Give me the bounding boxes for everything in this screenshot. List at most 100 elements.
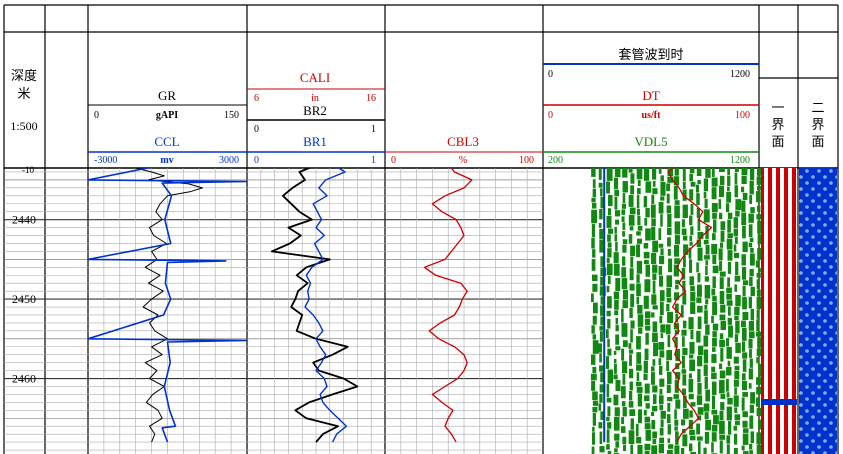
vdl-band: [636, 208, 640, 216]
vdl-band: [653, 342, 659, 357]
vdl-band: [658, 168, 662, 174]
vdl-band: [666, 414, 671, 424]
vdl5-scale-max: 1200: [730, 155, 750, 166]
vdl-band: [688, 317, 694, 330]
vdl-band: [615, 441, 620, 448]
vdl-band: [696, 284, 702, 297]
vdl-band: [607, 406, 611, 417]
vdl-band: [711, 432, 717, 442]
vdl-band: [733, 395, 739, 407]
vdl-band: [727, 397, 733, 405]
vdl-band: [659, 427, 664, 436]
vdl-band: [666, 193, 670, 204]
vdl-band: [682, 189, 687, 201]
vdl-band: [675, 303, 679, 314]
vdl-band: [652, 280, 656, 294]
depth-scale: 1:500: [10, 119, 37, 133]
vdl-band: [727, 212, 733, 219]
vdl-band: [756, 296, 763, 309]
vdl-band: [658, 341, 665, 350]
vdl-band: [688, 378, 694, 393]
vdl-band: [703, 335, 709, 347]
dt-curve-name: DT: [642, 88, 659, 103]
vdl-band: [621, 348, 625, 361]
vdl-band: [621, 308, 624, 323]
vdl-band: [666, 360, 670, 372]
vdl-band: [711, 366, 716, 373]
vdl-band: [756, 191, 761, 203]
vdl-band: [644, 443, 651, 451]
vdl-band: [690, 329, 694, 340]
vdl-band: [697, 305, 703, 313]
vdl-band: [689, 241, 693, 246]
vdl-band: [644, 348, 649, 361]
vdl-band: [726, 444, 730, 454]
vdl-band: [659, 437, 665, 444]
vdl-band: [728, 325, 733, 338]
vdl-band: [741, 397, 745, 411]
vdl-band: [675, 279, 680, 285]
vdl-band: [719, 212, 723, 220]
vdl-band: [650, 252, 657, 265]
vdl-band: [630, 173, 635, 184]
vdl-band: [733, 228, 739, 237]
vdl-band: [682, 348, 688, 355]
vdl-band: [674, 445, 680, 454]
vdl-band: [652, 385, 658, 393]
vdl-band: [614, 448, 618, 453]
vdl-band: [696, 423, 701, 435]
vdl-band: [607, 450, 612, 454]
vdl-band: [606, 216, 612, 228]
vdl-band: [659, 350, 665, 358]
vdl-band: [689, 410, 693, 418]
vdl-band: [720, 402, 725, 411]
vdl-band: [690, 402, 696, 407]
vdl-band: [614, 189, 620, 197]
vdl-band: [703, 209, 710, 223]
vdl-band: [681, 219, 685, 228]
vdl-band: [651, 226, 656, 241]
cali-scale-min: 6: [254, 93, 259, 104]
vdl-band: [682, 182, 686, 189]
vdl-band: [703, 349, 709, 364]
curve-br1: [304, 168, 348, 443]
vdl-band: [599, 446, 605, 453]
vdl-band: [689, 173, 693, 182]
vdl-band: [652, 168, 657, 180]
vdl-band: [591, 223, 595, 238]
vdl-band: [615, 379, 621, 392]
vdl-band: [606, 181, 611, 194]
vdl-band: [696, 193, 700, 206]
vdl-band: [756, 214, 762, 220]
vdl-band: [660, 196, 665, 201]
vdl-band: [674, 168, 679, 176]
vdl-band: [622, 289, 629, 300]
vdl-band: [630, 293, 635, 308]
vdl-band: [599, 286, 606, 296]
vdl-band: [675, 313, 679, 323]
vdl-band: [630, 185, 635, 195]
vdl-band: [712, 323, 719, 331]
vdl-band: [643, 360, 648, 374]
log-curves: [87, 168, 713, 443]
vdl-band: [712, 212, 717, 219]
vdl-band: [643, 295, 649, 309]
vdl-band: [651, 312, 655, 318]
vdl-band: [748, 296, 752, 309]
cbl3-scale-min: 0: [391, 155, 396, 166]
vdl-band: [643, 168, 650, 181]
vdl-band: [600, 276, 606, 286]
vdl-band: [598, 403, 602, 411]
vdl-band: [599, 326, 604, 331]
vdl-band: [750, 286, 755, 297]
vdl-band: [681, 336, 685, 347]
vdl-band: [645, 208, 650, 218]
vdl-band: [711, 168, 715, 177]
vdl-band: [620, 426, 626, 433]
vdl-band: [666, 183, 671, 192]
vdl-band: [703, 447, 707, 454]
depth-unit: 米: [17, 87, 30, 102]
vdl-band: [735, 294, 741, 307]
vdl-band: [681, 228, 687, 235]
vdl-band: [734, 284, 737, 292]
